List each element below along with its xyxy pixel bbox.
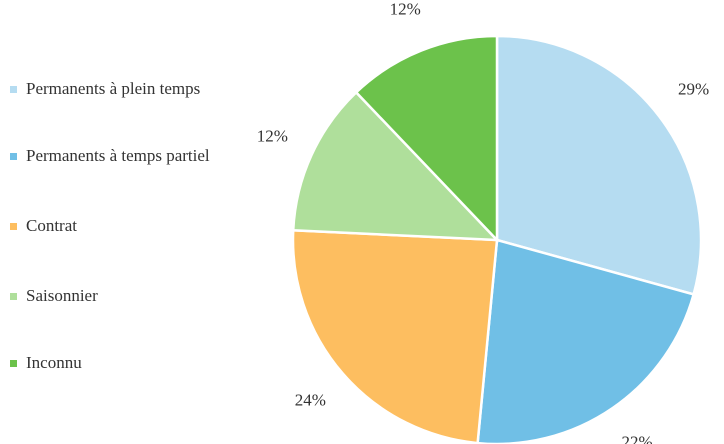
legend-label: Inconnu <box>26 353 82 372</box>
legend-item: Inconnu <box>10 352 225 374</box>
pie-slice <box>291 90 501 242</box>
legend-item: Saisonnier <box>10 285 225 307</box>
legend-label: Contrat <box>26 216 77 235</box>
data-label: 24% <box>295 391 326 410</box>
legend-swatch <box>10 86 17 93</box>
legend-label: Permanents à plein temps <box>26 79 201 98</box>
legend-item: Permanents à temps partiel <box>10 145 225 167</box>
legend-label: Permanents à temps partiel <box>26 146 210 165</box>
data-label: 12% <box>257 126 288 145</box>
legend-item: Permanents à plein temps <box>10 78 225 100</box>
pie-slice <box>354 34 499 244</box>
data-label: 12% <box>390 0 421 19</box>
pie-slice <box>291 228 499 444</box>
legend-item: Contrat <box>10 215 225 237</box>
data-label: 29% <box>678 79 709 98</box>
pie-slice <box>495 34 703 296</box>
legend-swatch <box>10 153 17 160</box>
legend-swatch <box>10 360 17 367</box>
legend-swatch <box>10 223 17 230</box>
legend-label: Saisonnier <box>26 286 98 305</box>
data-label: 22% <box>621 432 652 444</box>
legend-swatch <box>10 293 17 300</box>
